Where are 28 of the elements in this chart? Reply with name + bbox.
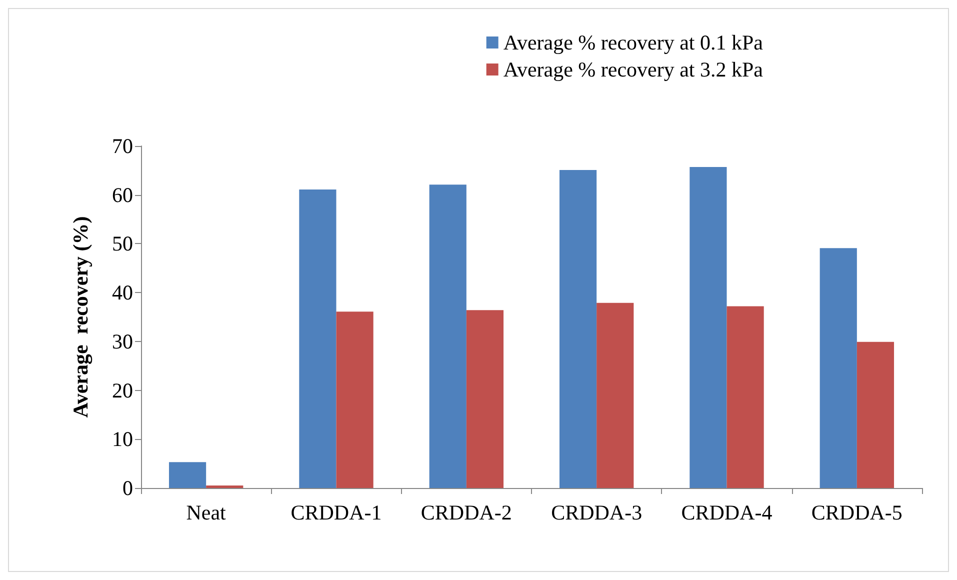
y-tick-label: 60 xyxy=(112,182,133,207)
bar xyxy=(690,167,727,488)
legend-label: Average % recovery at 3.2 kPa xyxy=(503,58,764,82)
x-tick-label: CRDDA-5 xyxy=(811,500,902,524)
bar xyxy=(466,310,504,488)
y-axis-title: Average recovery (%) xyxy=(68,216,92,418)
y-tick-label: 20 xyxy=(112,378,133,402)
x-tick-label: Neat xyxy=(186,500,226,524)
x-tick-label: CRDDA-2 xyxy=(420,500,512,524)
legend-label: Average % recovery at 0.1 kPa xyxy=(503,30,764,54)
bar xyxy=(429,184,466,488)
bar xyxy=(559,170,597,488)
y-tick-label: 0 xyxy=(122,476,133,500)
x-tick-label: CRDDA-1 xyxy=(290,500,382,524)
y-tick-label: 30 xyxy=(112,329,133,354)
bar xyxy=(168,462,206,488)
y-tick-label: 70 xyxy=(112,134,133,158)
bar xyxy=(726,306,764,488)
bar xyxy=(299,189,336,488)
y-tick-label: 40 xyxy=(112,280,133,305)
y-tick-label: 50 xyxy=(112,232,133,256)
x-tick-label: CRDDA-4 xyxy=(681,500,773,524)
x-tick-label: CRDDA-3 xyxy=(551,500,642,524)
bar xyxy=(336,312,374,488)
bar xyxy=(820,248,857,488)
bar xyxy=(856,342,894,488)
bar xyxy=(596,302,634,488)
y-tick-label: 10 xyxy=(112,427,133,452)
